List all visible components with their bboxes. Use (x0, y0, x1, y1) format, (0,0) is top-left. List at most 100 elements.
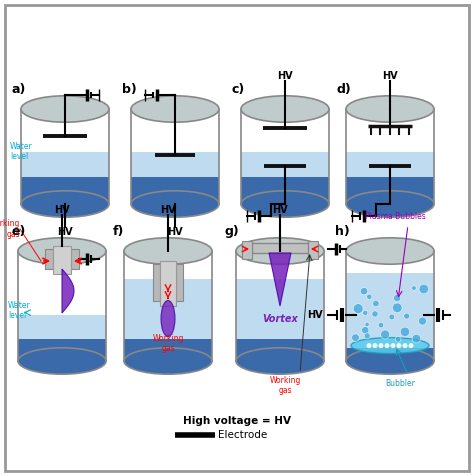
Circle shape (412, 286, 416, 290)
Circle shape (352, 334, 359, 341)
Bar (71, 249, 79, 269)
Bar (21, 178, 109, 204)
Circle shape (391, 343, 395, 348)
Bar (236, 278, 324, 361)
Text: Working
gas: Working gas (269, 376, 301, 396)
Circle shape (373, 343, 377, 348)
Circle shape (396, 343, 401, 348)
Ellipse shape (346, 96, 434, 122)
Text: Vortex: Vortex (262, 314, 298, 324)
Bar (124, 339, 212, 361)
Text: d): d) (337, 83, 352, 96)
Bar (236, 339, 324, 361)
Bar (346, 178, 434, 204)
Ellipse shape (241, 96, 329, 122)
Circle shape (360, 288, 368, 295)
Ellipse shape (124, 348, 212, 374)
Text: HV: HV (54, 205, 70, 215)
Text: Water
level: Water level (10, 142, 33, 161)
Ellipse shape (241, 191, 329, 217)
Circle shape (401, 327, 410, 337)
Text: HV: HV (57, 227, 73, 237)
Bar (53, 246, 71, 274)
Circle shape (379, 343, 383, 348)
Circle shape (373, 300, 379, 307)
Text: f): f) (113, 225, 124, 238)
Ellipse shape (21, 96, 109, 122)
Text: High voltage = HV: High voltage = HV (183, 416, 291, 426)
Ellipse shape (124, 238, 212, 264)
Text: HV: HV (307, 310, 323, 320)
Ellipse shape (236, 238, 324, 264)
Circle shape (362, 327, 369, 334)
Text: Working
gas: Working gas (0, 219, 20, 238)
Text: Water
level: Water level (8, 301, 31, 320)
Circle shape (365, 322, 369, 327)
Ellipse shape (351, 337, 429, 354)
Bar (241, 178, 329, 204)
Bar (242, 241, 252, 259)
Circle shape (353, 304, 363, 314)
Bar (45, 249, 53, 269)
Circle shape (389, 314, 394, 320)
Ellipse shape (346, 191, 434, 217)
Bar (346, 348, 434, 361)
Text: c): c) (232, 83, 245, 96)
Text: a): a) (12, 83, 27, 96)
Ellipse shape (161, 300, 175, 337)
Text: HV: HV (382, 71, 398, 81)
Text: = Electrode: = Electrode (206, 430, 268, 440)
Circle shape (363, 310, 368, 316)
Ellipse shape (18, 348, 106, 374)
Bar (153, 264, 160, 300)
Polygon shape (269, 253, 291, 306)
Circle shape (364, 333, 370, 339)
Circle shape (372, 311, 378, 317)
Bar (160, 261, 176, 306)
Polygon shape (62, 269, 74, 313)
Text: b): b) (122, 83, 137, 96)
Circle shape (395, 337, 401, 342)
Bar (241, 152, 329, 204)
Bar (346, 152, 434, 204)
Bar (124, 278, 212, 361)
Bar (308, 241, 318, 259)
Circle shape (392, 303, 402, 313)
Circle shape (419, 317, 427, 325)
Ellipse shape (236, 348, 324, 374)
Text: Plasma Bubbles: Plasma Bubbles (365, 212, 425, 221)
Ellipse shape (346, 348, 434, 374)
Circle shape (381, 330, 390, 339)
Text: g): g) (225, 225, 240, 238)
Circle shape (404, 313, 410, 319)
Circle shape (402, 343, 408, 348)
Circle shape (367, 294, 372, 299)
Circle shape (384, 343, 390, 348)
Ellipse shape (21, 191, 109, 217)
Circle shape (412, 334, 421, 343)
FancyBboxPatch shape (5, 5, 469, 471)
Text: Bubbler: Bubbler (385, 379, 415, 388)
Text: HV: HV (160, 205, 176, 215)
Text: HV: HV (277, 71, 293, 81)
Ellipse shape (131, 191, 219, 217)
Text: HV: HV (272, 205, 288, 215)
Circle shape (419, 284, 428, 294)
Circle shape (393, 295, 401, 302)
Bar (131, 152, 219, 204)
Circle shape (366, 343, 372, 348)
Ellipse shape (346, 238, 434, 264)
Ellipse shape (131, 96, 219, 122)
Bar (346, 273, 434, 361)
Bar (252, 243, 308, 253)
Text: e): e) (12, 225, 27, 238)
Circle shape (378, 322, 384, 328)
Circle shape (409, 343, 413, 348)
Bar (21, 152, 109, 204)
Text: h): h) (335, 225, 350, 238)
Text: HV: HV (167, 227, 183, 237)
Bar (131, 178, 219, 204)
Text: Working
gas: Working gas (152, 334, 184, 353)
Bar (18, 339, 106, 361)
Ellipse shape (18, 238, 106, 264)
